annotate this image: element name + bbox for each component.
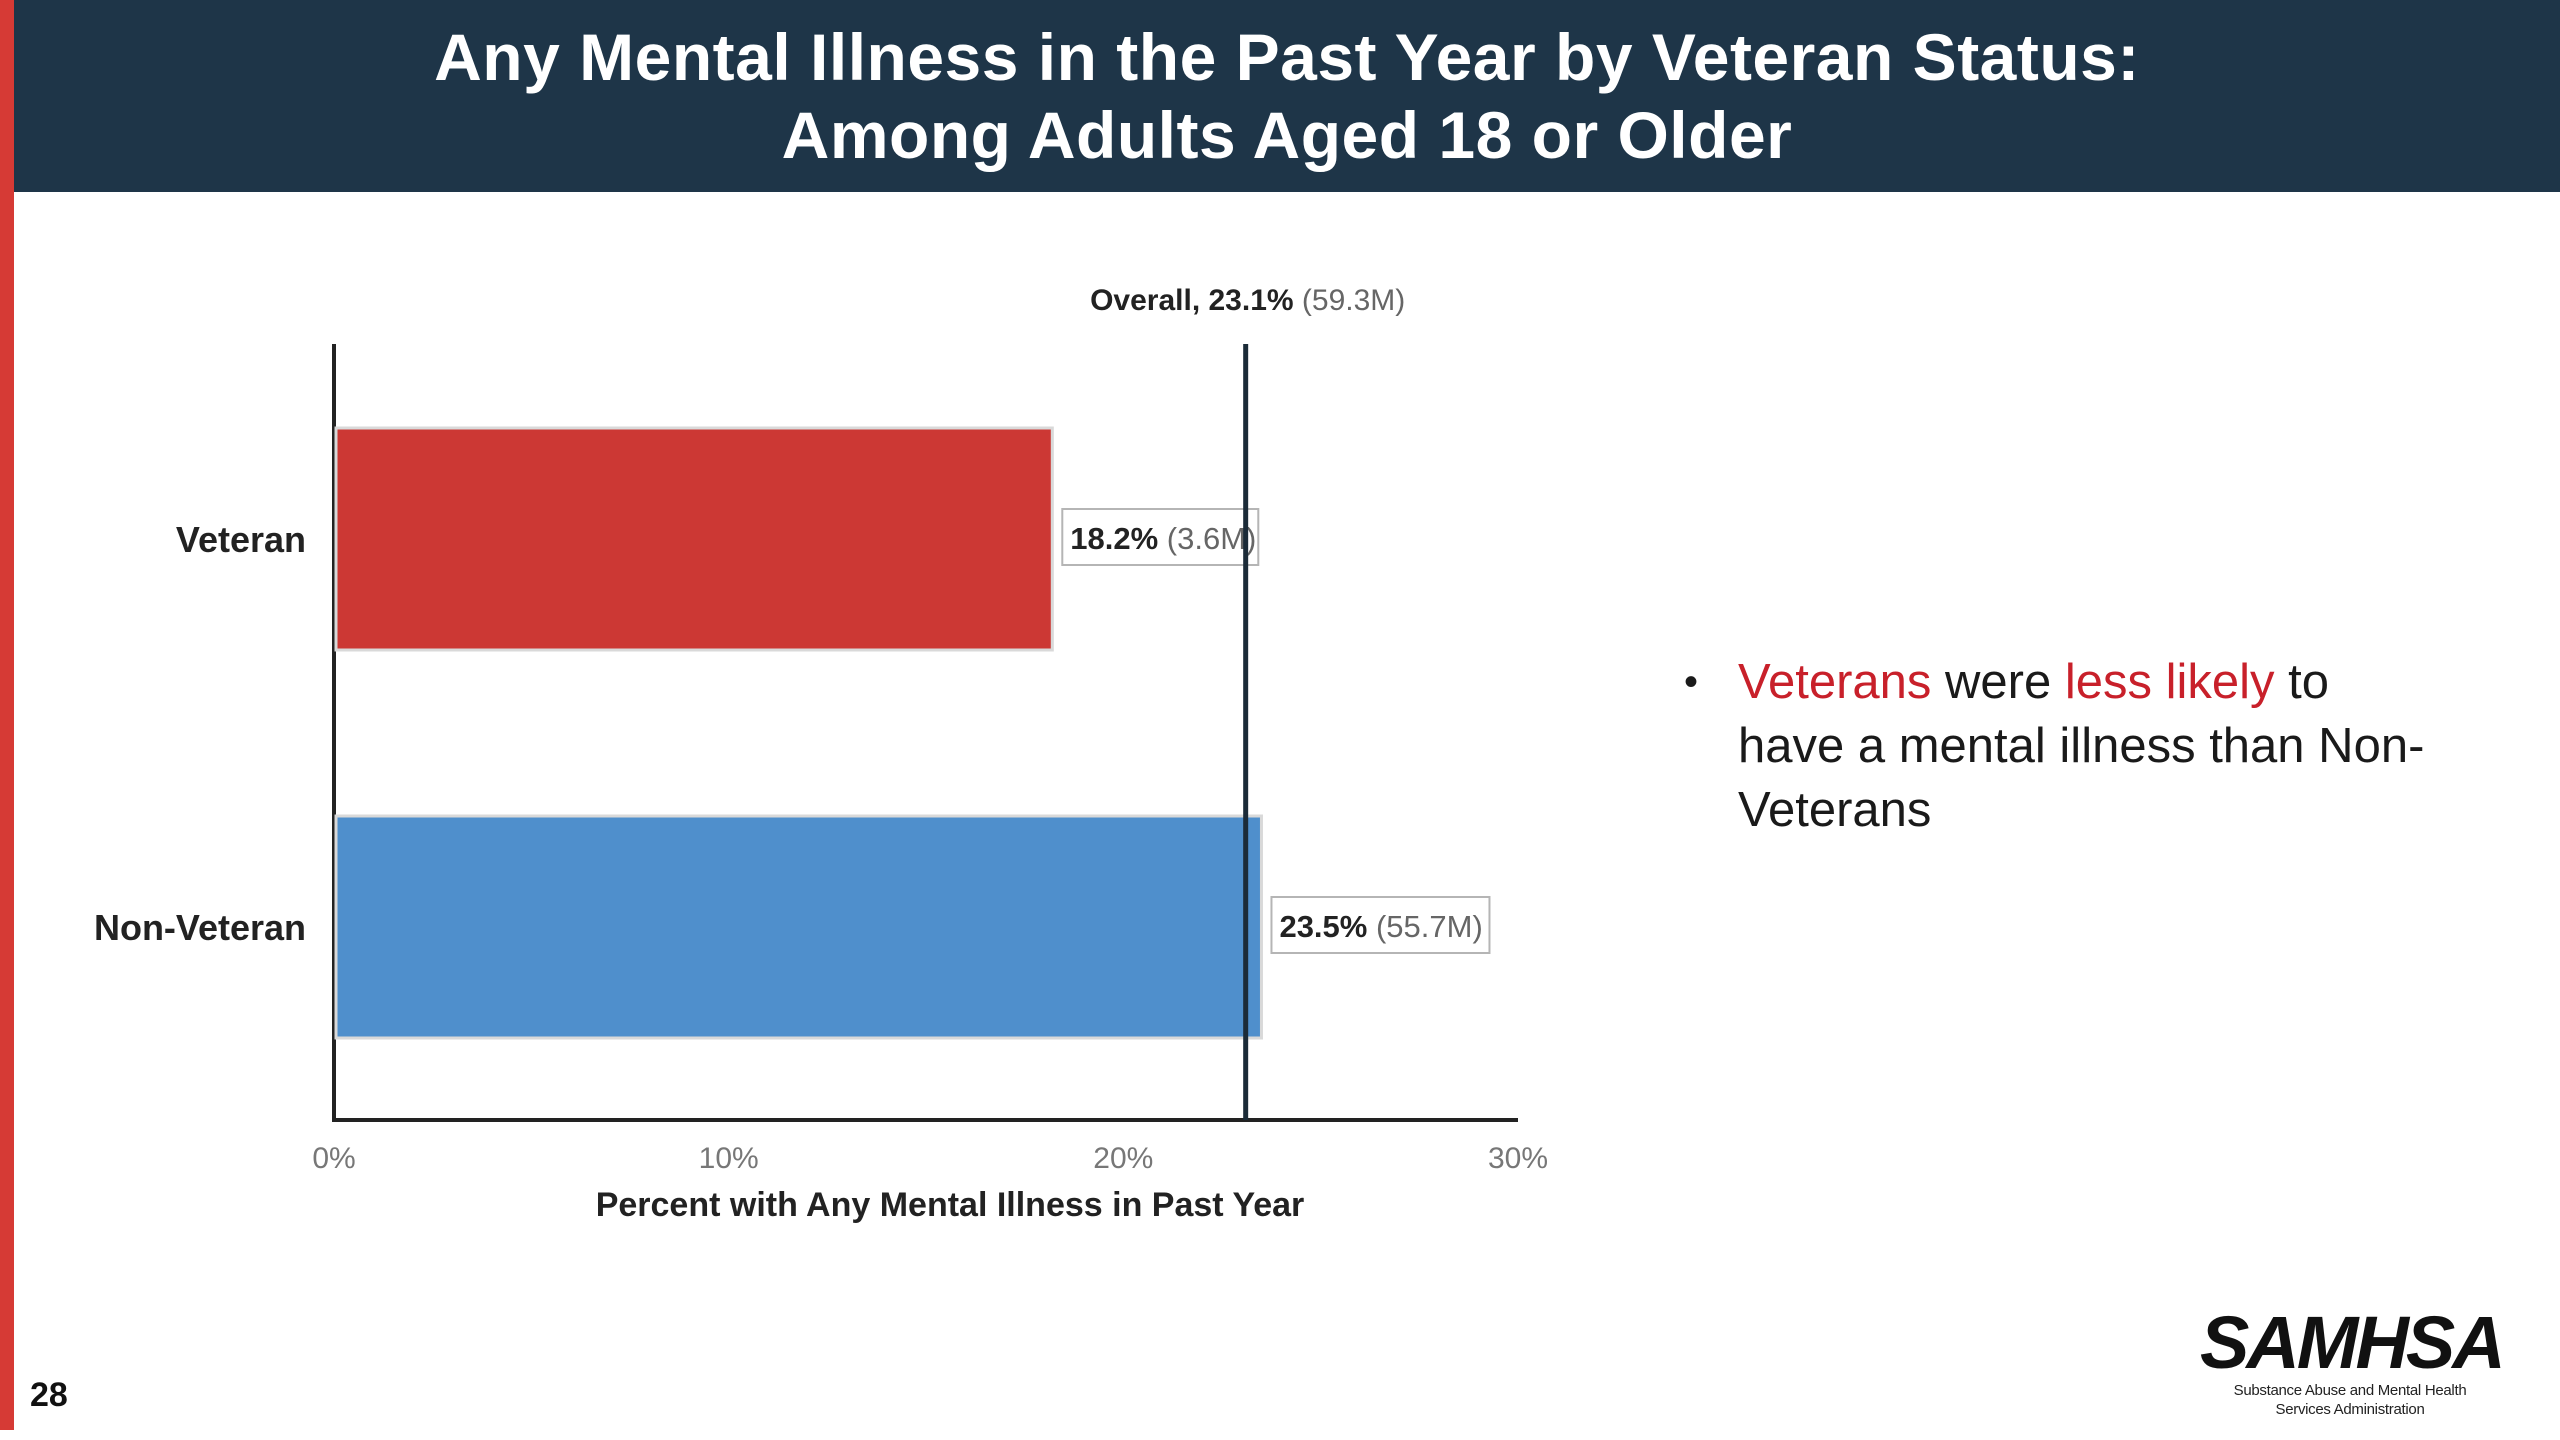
bar-veteran	[334, 426, 1054, 652]
title-bar: Any Mental Illness in the Past Year by V…	[14, 0, 2560, 192]
x-tick-label: 30%	[1488, 1142, 1548, 1175]
data-label-box	[1270, 896, 1491, 954]
slide-title-line-2: Among Adults Aged 18 or Older	[781, 98, 1793, 172]
data-label: 23.5% (55.7M)	[1279, 909, 1482, 944]
x-axis-title: Percent with Any Mental Illness in Past …	[596, 1186, 1305, 1224]
logo-subtitle-line-1: Substance Abuse and Mental Health	[2233, 1382, 2467, 1399]
key-finding: • Veterans were less likely to have a me…	[1680, 650, 2440, 842]
logo-wordmark: SAMHSA	[2200, 1301, 2506, 1384]
bullet-icon: •	[1684, 660, 1699, 704]
x-tick-label: 20%	[1093, 1142, 1153, 1175]
data-label: 18.2% (3.6M)	[1070, 521, 1256, 556]
slide-title-line-1: Any Mental Illness in the Past Year by V…	[434, 20, 2140, 94]
x-tick-label: 10%	[699, 1142, 759, 1175]
key-finding-less-likely: less likely	[2064, 655, 2275, 709]
bar-non-veteran	[334, 814, 1263, 1040]
category-label: Non-Veteran	[94, 907, 306, 948]
category-label: Veteran	[176, 519, 306, 560]
key-finding-text: Veterans were less likely to have a ment…	[1738, 650, 2440, 842]
bar-chart: Veteran 18.2% (3.6M) Non-Veteran 23.5% (55.…	[94, 284, 1548, 1224]
key-finding-veterans: Veterans	[1738, 655, 1932, 709]
samhsa-logo: SAMHSA Substance Abuse and Mental Health…	[2200, 1301, 2506, 1419]
data-label-box	[1061, 508, 1260, 566]
logo-subtitle-line-2: Services Administration	[2275, 1401, 2425, 1418]
key-finding-rest: to have a mental illness than Non-Vetera…	[1738, 655, 2425, 837]
overall-reference-label: Overall, 23.1% (59.3M)	[1090, 284, 1405, 317]
x-tick-label: 0%	[312, 1142, 355, 1175]
left-accent-stripe	[0, 0, 14, 1430]
key-finding-were: were	[1931, 655, 2065, 709]
page-number: 28	[30, 1376, 68, 1414]
